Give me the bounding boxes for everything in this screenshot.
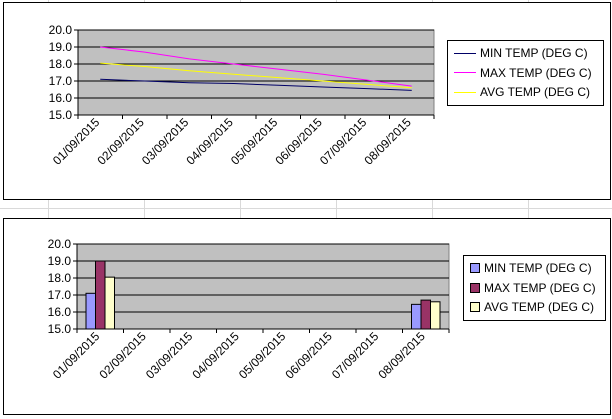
legend-item[interactable]: AVG TEMP (DEG C): [464, 298, 594, 316]
legend-label: MAX TEMP (DEG C): [484, 280, 596, 295]
y-tick-label: 20.0: [49, 23, 73, 37]
x-tick-label: 01/09/2015: [50, 329, 103, 382]
bar: [420, 299, 431, 330]
x-tick-label: 06/09/2015: [273, 115, 326, 168]
sheet-gridline: [432, 0, 433, 415]
plot-area: [76, 243, 450, 330]
legend-item[interactable]: MAX TEMP (DEG C): [448, 64, 592, 82]
legend-item[interactable]: AVG TEMP (DEG C): [448, 83, 590, 101]
legend-label: MAX TEMP (DEG C): [480, 65, 592, 80]
x-tick-label: 08/09/2015: [362, 115, 415, 168]
sheet-gridline: [336, 0, 337, 415]
sheet-gridline: [0, 208, 612, 209]
series-line-3: [100, 62, 412, 89]
legend-label: MIN TEMP (DEG C): [480, 46, 588, 60]
sheet-gridline: [48, 0, 49, 415]
y-tick-label: 15.0: [49, 108, 73, 122]
x-tick-label: 05/09/2015: [228, 115, 281, 168]
x-tick-label: 01/09/2015: [50, 115, 103, 168]
x-tick-label: 04/09/2015: [190, 329, 243, 382]
sheet-gridline: [240, 0, 241, 415]
legend-color-swatch: [470, 282, 480, 293]
legend-color-swatch: [470, 263, 480, 273]
x-tick-label: 07/09/2015: [329, 329, 382, 382]
y-tick-label: 18.0: [49, 57, 73, 71]
legend-color-swatch: [470, 302, 480, 312]
legend-item[interactable]: MAX TEMP (DEG C): [464, 279, 596, 297]
x-tick-label: 03/09/2015: [143, 329, 196, 382]
legend-line-key: [454, 91, 476, 93]
plot-area: [77, 29, 435, 116]
bar: [411, 303, 422, 330]
legend-line-key: [454, 52, 476, 54]
x-tick-label: 02/09/2015: [95, 115, 148, 168]
legend-label: AVG TEMP (DEG C): [480, 85, 591, 99]
y-tick-label: 17.0: [49, 74, 73, 88]
bar: [85, 292, 96, 330]
bar: [430, 301, 441, 330]
bar-chart-frame[interactable]: 15.0 16.0 17.0 18.0 19.0 20.0 01/09/2015 02/09/…: [3, 218, 611, 415]
series-line-2: [100, 46, 412, 87]
y-tick-label: 19.0: [49, 40, 73, 54]
y-tick-label: 16.0: [49, 91, 73, 105]
legend-label: MIN TEMP (DEG C): [484, 261, 592, 275]
series-line-1: [100, 78, 412, 91]
x-tick-label: 02/09/2015: [97, 329, 150, 382]
x-tick-label: 04/09/2015: [184, 115, 237, 168]
line-chart: 15.0 16.0 17.0 18.0 19.0 20.0 01/09/201502/09/…: [49, 23, 435, 168]
legend-item[interactable]: MIN TEMP (DEG C): [448, 44, 588, 62]
legend-label: AVG TEMP (DEG C): [484, 300, 595, 314]
y-tick-label: 17.0: [48, 288, 72, 302]
bar: [104, 276, 115, 330]
bar-chart-legend[interactable]: MIN TEMP (DEG C) MAX TEMP (DEG C) AVG TEMP…: [463, 255, 606, 321]
x-tick-label: 08/09/2015: [376, 329, 429, 382]
sheet-gridline: [528, 0, 529, 415]
x-tick-label: 07/09/2015: [317, 115, 370, 168]
x-tick-label: 06/09/2015: [283, 329, 336, 382]
line-chart-frame[interactable]: 15.0 16.0 17.0 18.0 19.0 20.0 01/09/2015 02/09/…: [3, 2, 611, 200]
y-tick-label: 18.0: [48, 271, 72, 285]
line-chart-legend[interactable]: MIN TEMP (DEG C) MAX TEMP (DEG C) AVG TEMP…: [447, 40, 604, 106]
y-tick-label: 15.0: [48, 322, 72, 336]
y-tick-label: 16.0: [48, 305, 72, 319]
legend-line-key: [454, 72, 476, 73]
bar-chart: 15.0 16.0 17.0 18.0 19.0 20.0 01/09/201502/09/…: [48, 237, 450, 382]
x-tick-label: 05/09/2015: [236, 329, 289, 382]
y-tick-label: 19.0: [48, 254, 72, 268]
bar: [95, 260, 106, 330]
sheet-gridline: [144, 0, 145, 415]
y-tick-label: 20.0: [48, 237, 72, 251]
legend-item[interactable]: MIN TEMP (DEG C): [464, 259, 592, 277]
x-tick-label: 03/09/2015: [139, 115, 192, 168]
